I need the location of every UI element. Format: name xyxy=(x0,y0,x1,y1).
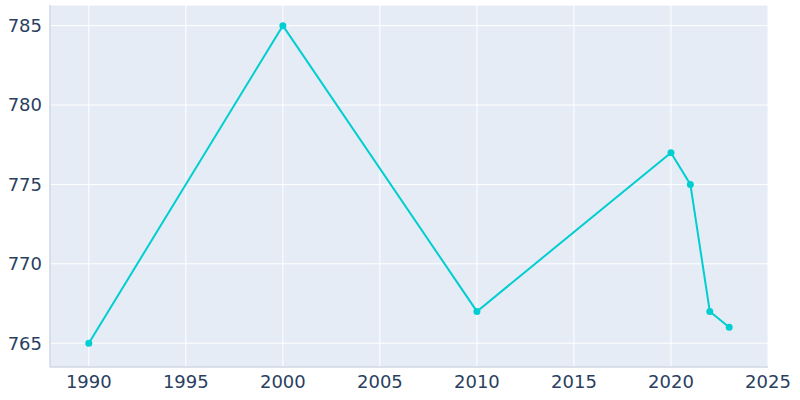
svg-text:2005: 2005 xyxy=(357,371,403,392)
svg-text:2020: 2020 xyxy=(648,371,694,392)
svg-text:775: 775 xyxy=(8,174,42,195)
svg-text:2015: 2015 xyxy=(551,371,597,392)
svg-text:1990: 1990 xyxy=(66,371,112,392)
svg-text:1995: 1995 xyxy=(163,371,209,392)
svg-text:785: 785 xyxy=(8,15,42,36)
svg-text:765: 765 xyxy=(8,333,42,354)
svg-text:2010: 2010 xyxy=(454,371,500,392)
svg-text:2000: 2000 xyxy=(260,371,306,392)
svg-text:770: 770 xyxy=(8,253,42,274)
svg-text:780: 780 xyxy=(8,94,42,115)
svg-text:2025: 2025 xyxy=(745,371,791,392)
